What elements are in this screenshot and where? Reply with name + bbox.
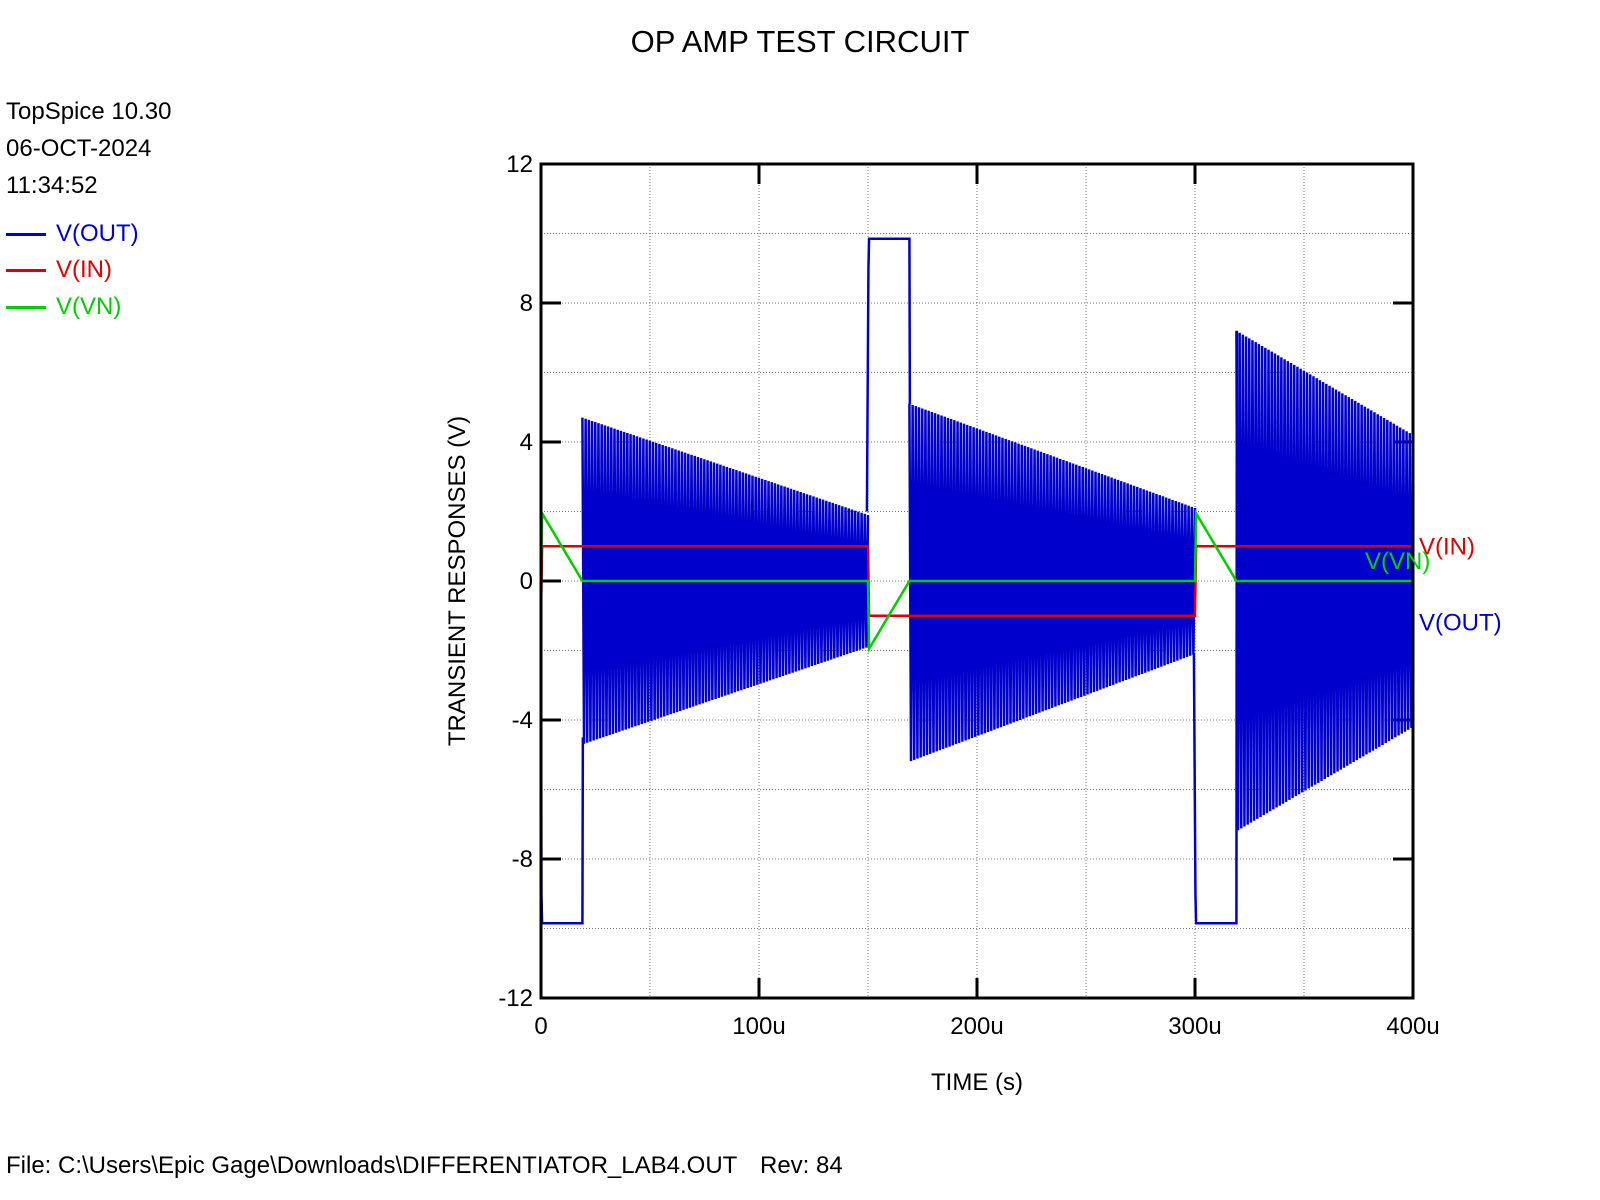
tick-labels: 0 100u 200u 300u 400u -12 -8 -4 0 4 8 12 — [498, 151, 1439, 1040]
chart-title: OP AMP TEST CIRCUIT — [630, 24, 970, 59]
end-label-vvn: V(VN) — [1365, 548, 1430, 575]
run-time: 11:34:52 — [6, 172, 98, 199]
run-date: 06-OCT-2024 — [6, 135, 152, 162]
y-tick-label: -8 — [512, 846, 533, 873]
x-axis-title: TIME (s) — [931, 1069, 1023, 1096]
x-tick-label: 100u — [732, 1013, 785, 1040]
y-tick-label: 12 — [506, 151, 533, 178]
footer-revision: Rev: 84 — [760, 1152, 843, 1179]
y-tick-label: -4 — [512, 707, 533, 734]
x-tick-label: 200u — [950, 1013, 1003, 1040]
legend-swatch-vout — [6, 232, 46, 236]
plot-frame — [539, 162, 1415, 1000]
series-line-vvn — [539, 508, 1413, 654]
program-version: TopSpice 10.30 — [6, 98, 172, 125]
legend-label-vout: V(OUT) — [56, 220, 139, 247]
legend-item-vin: V(IN) — [6, 255, 112, 285]
y-axis-title: TRANSIENT RESPONSES (V) — [444, 416, 471, 746]
y-tick-label: 4 — [520, 429, 533, 456]
legend-item-vout: V(OUT) — [6, 219, 139, 249]
y-tick-label: -12 — [498, 985, 533, 1012]
legend-item-vvn: V(VN) — [6, 292, 121, 322]
y-tick-label: 8 — [520, 290, 533, 317]
end-label-vout: V(OUT) — [1419, 610, 1502, 637]
legend-swatch-vin — [6, 268, 46, 272]
footer-file-path: File: C:\Users\Epic Gage\Downloads\DIFFE… — [6, 1152, 738, 1179]
legend-label-vin: V(IN) — [56, 256, 112, 283]
end-label-vin: V(IN) — [1419, 533, 1475, 560]
series-end-labels: V(IN)V(VN) V(OUT) — [1365, 533, 1502, 636]
x-tick-label: 300u — [1168, 1013, 1221, 1040]
x-tick-label: 0 — [534, 1013, 547, 1040]
footer: File: C:\Users\Epic Gage\Downloads\DIFFE… — [6, 1152, 859, 1180]
legend-swatch-vvn — [6, 305, 46, 309]
x-tick-label: 400u — [1386, 1013, 1439, 1040]
legend-label-vvn: V(VN) — [56, 293, 122, 320]
y-tick-label: 0 — [520, 568, 533, 595]
